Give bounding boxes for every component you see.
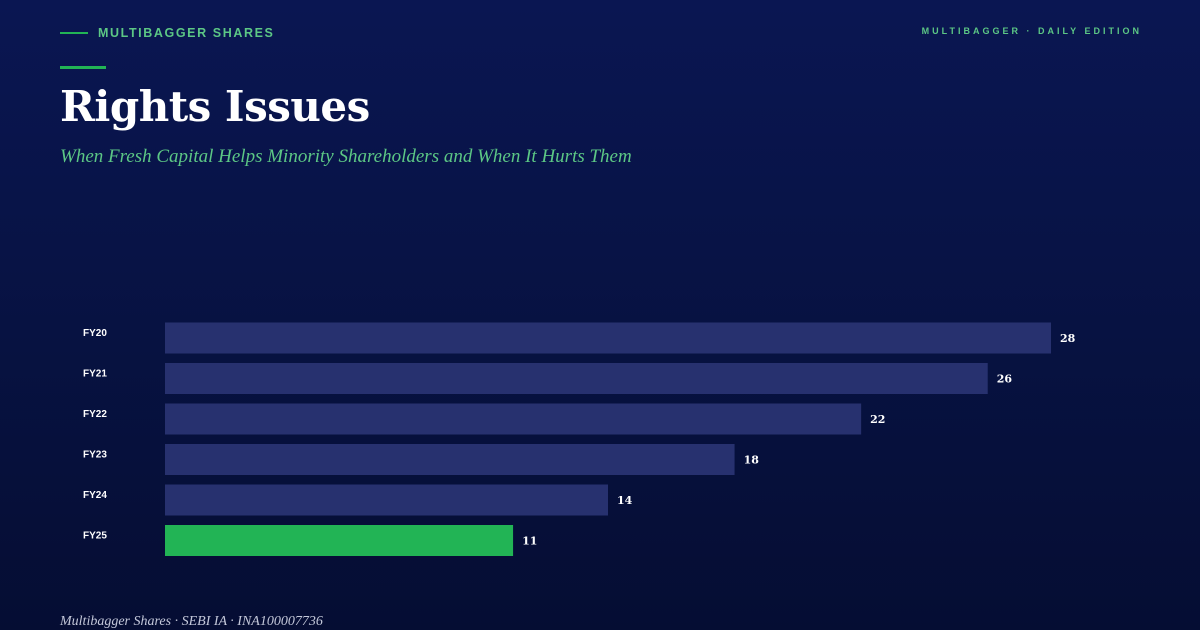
category-label-fy22: FY22 <box>83 409 107 420</box>
bar-fy24 <box>165 484 608 516</box>
value-label-fy21: 26 <box>997 373 1013 386</box>
title-accent-rule <box>60 66 106 69</box>
category-label-fy23: FY23 <box>83 450 107 461</box>
bar-fy23 <box>165 444 735 475</box>
category-label-fy24: FY24 <box>83 490 107 501</box>
bar-fy22 <box>165 403 862 435</box>
value-label-fy25: 11 <box>522 535 537 548</box>
category-label-fy21: FY21 <box>83 369 107 380</box>
category-label-fy20: FY20 <box>83 328 107 339</box>
brand: MULTIBAGGER SHARES <box>60 26 275 40</box>
bar-fy25 <box>165 525 514 556</box>
value-label-fy23: 18 <box>744 454 760 467</box>
page-title: Rights Issues <box>60 82 370 131</box>
brand-name: MULTIBAGGER SHARES <box>98 26 275 40</box>
value-label-fy22: 22 <box>870 413 885 426</box>
brand-accent-line <box>60 32 88 34</box>
category-label-fy25: FY25 <box>83 531 107 542</box>
value-label-fy24: 14 <box>617 494 633 507</box>
page-subtitle: When Fresh Capital Helps Minority Shareh… <box>60 146 632 167</box>
bar-fy20 <box>165 322 1051 354</box>
value-label-fy20: 28 <box>1060 332 1076 345</box>
bar-fy21 <box>165 363 988 394</box>
edition-label: MULTIBAGGER · DAILY EDITION <box>921 26 1142 36</box>
bar-chart: FY20 28 FY21 26 FY22 22 FY23 18 FY24 14 FY25 11 <box>83 322 1076 556</box>
footer-credit: Multibagger Shares · SEBI IA · INA100007… <box>60 614 323 629</box>
